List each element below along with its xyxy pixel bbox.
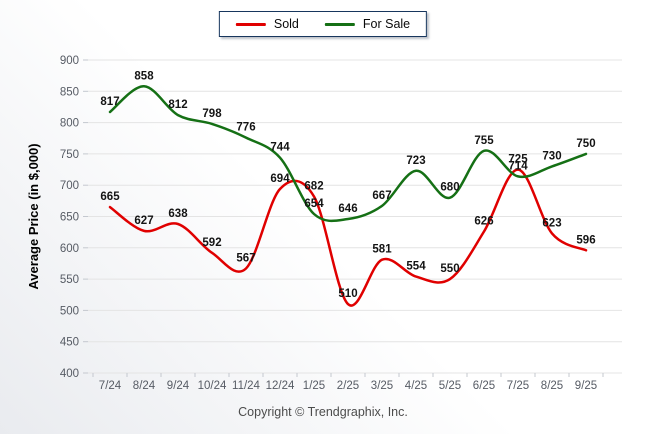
x-axis-tick-label: 3/25 — [371, 380, 393, 392]
x-axis-tick-label: 1/25 — [303, 380, 325, 392]
y-axis-tick-label: 700 — [60, 180, 79, 192]
x-axis-tick-label: 11/24 — [232, 380, 261, 392]
data-label: 744 — [270, 142, 290, 154]
y-axis-tick-label: 800 — [60, 118, 79, 130]
data-label: 812 — [168, 99, 187, 111]
legend: Sold For Sale — [218, 11, 428, 37]
data-label: 654 — [304, 198, 324, 210]
legend-label-for-sale: For Sale — [362, 17, 411, 31]
data-label: 581 — [372, 244, 392, 256]
y-axis-tick-label: 450 — [60, 337, 79, 349]
data-label: 682 — [304, 180, 323, 192]
x-axis-tick-label: 5/25 — [439, 380, 461, 392]
data-label: 596 — [576, 234, 595, 246]
data-label: 714 — [508, 160, 528, 172]
data-label: 725 — [508, 154, 528, 166]
x-axis-tick-label: 10/24 — [198, 380, 227, 392]
y-axis-tick-label: 500 — [60, 305, 79, 317]
data-label: 627 — [134, 215, 153, 227]
data-label: 646 — [338, 203, 357, 215]
x-axis-tick-label: 8/24 — [133, 380, 156, 392]
y-axis-tick-label: 600 — [60, 243, 79, 255]
data-label: 694 — [270, 173, 290, 185]
data-label: 723 — [406, 155, 425, 167]
legend-item-for-sale: For Sale — [324, 17, 411, 31]
data-label: 776 — [236, 122, 255, 134]
data-label: 665 — [100, 191, 120, 203]
legend-line-sold-icon — [235, 22, 266, 26]
copyright-text: Copyright © Trendgraphix, Inc. — [238, 405, 408, 419]
data-label: 667 — [372, 190, 391, 202]
y-axis-tick-label: 900 — [60, 55, 79, 67]
data-label: 730 — [542, 150, 561, 162]
x-axis-tick-label: 7/24 — [99, 380, 122, 392]
y-axis-tick-label: 750 — [60, 149, 79, 161]
x-axis-tick-label: 9/24 — [167, 380, 190, 392]
x-axis-tick-label: 4/25 — [405, 380, 427, 392]
x-axis-tick-label: 9/25 — [575, 380, 597, 392]
data-label: 755 — [474, 135, 494, 147]
x-axis-tick-label: 6/25 — [473, 380, 495, 392]
y-axis-title: Average Price (in $,000) — [26, 143, 41, 289]
y-axis-tick-label: 850 — [60, 86, 79, 98]
data-label: 623 — [542, 217, 561, 229]
data-label: 680 — [440, 182, 459, 194]
x-axis-tick-label: 2/25 — [337, 380, 359, 392]
data-label: 638 — [168, 208, 188, 220]
data-label: 554 — [406, 261, 426, 273]
data-label: 798 — [202, 108, 222, 120]
y-axis-tick-label: 400 — [60, 368, 79, 380]
data-label: 592 — [202, 237, 221, 249]
data-label: 750 — [576, 138, 595, 150]
data-label: 817 — [100, 96, 119, 108]
data-label: 858 — [134, 70, 154, 82]
series-line-sold — [108, 168, 588, 307]
legend-line-for-sale-icon — [324, 22, 355, 26]
x-axis-tick-label: 8/25 — [541, 380, 563, 392]
data-label: 626 — [474, 216, 493, 228]
x-axis-tick-label: 12/24 — [266, 380, 295, 392]
legend-label-sold: Sold — [273, 17, 299, 31]
x-axis-tick-label: 7/25 — [507, 380, 529, 392]
y-axis-tick-label: 650 — [60, 212, 79, 224]
data-label: 510 — [338, 288, 357, 300]
series-line-for-sale — [108, 85, 588, 223]
y-axis-tick-label: 550 — [60, 274, 79, 286]
data-label: 567 — [236, 252, 255, 264]
legend-item-sold: Sold — [235, 17, 299, 31]
data-label: 550 — [440, 263, 459, 275]
